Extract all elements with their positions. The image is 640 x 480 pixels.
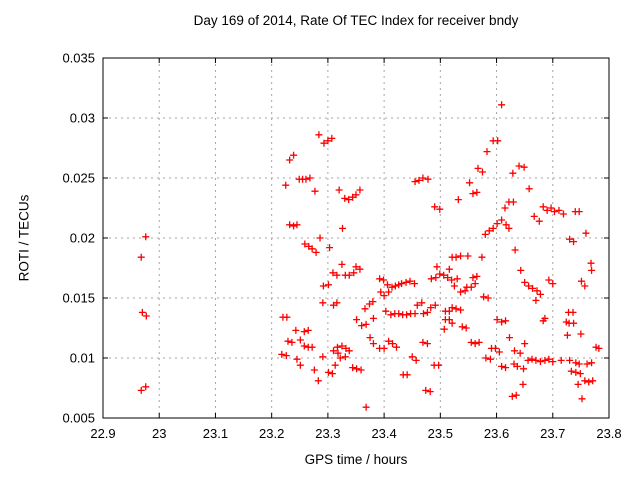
svg-text:23.7: 23.7: [540, 426, 565, 441]
y-tick-labels: 0.005 0.01 0.015 0.02 0.025 0.03 0.035: [62, 51, 95, 426]
svg-text:23: 23: [152, 426, 166, 441]
svg-text:23.2: 23.2: [259, 426, 284, 441]
svg-text:22.9: 22.9: [90, 426, 115, 441]
svg-text:0.01: 0.01: [70, 351, 95, 366]
svg-text:0.015: 0.015: [62, 291, 95, 306]
x-axis-title: GPS time / hours: [304, 452, 408, 467]
chart-title: Day 169 of 2014, Rate Of TEC Index for r…: [193, 13, 519, 28]
svg-text:23.3: 23.3: [315, 426, 340, 441]
x-tick-labels: 22.9 23 23.1 23.2 23.3 23.4 23.5 23.6 23.7 23.8: [90, 426, 621, 441]
svg-text:23.1: 23.1: [203, 426, 228, 441]
svg-text:0.035: 0.035: [62, 51, 95, 66]
svg-text:23.8: 23.8: [596, 426, 621, 441]
svg-text:0.025: 0.025: [62, 171, 95, 186]
svg-text:0.03: 0.03: [70, 111, 95, 126]
data-points: [137, 101, 603, 411]
plot-border: [102, 57, 610, 419]
svg-text:23.6: 23.6: [484, 426, 509, 441]
svg-text:0.005: 0.005: [62, 411, 95, 426]
svg-text:23.4: 23.4: [371, 426, 396, 441]
svg-text:23.5: 23.5: [428, 426, 453, 441]
grid-lines: [103, 58, 609, 418]
svg-text:0.02: 0.02: [70, 231, 95, 246]
